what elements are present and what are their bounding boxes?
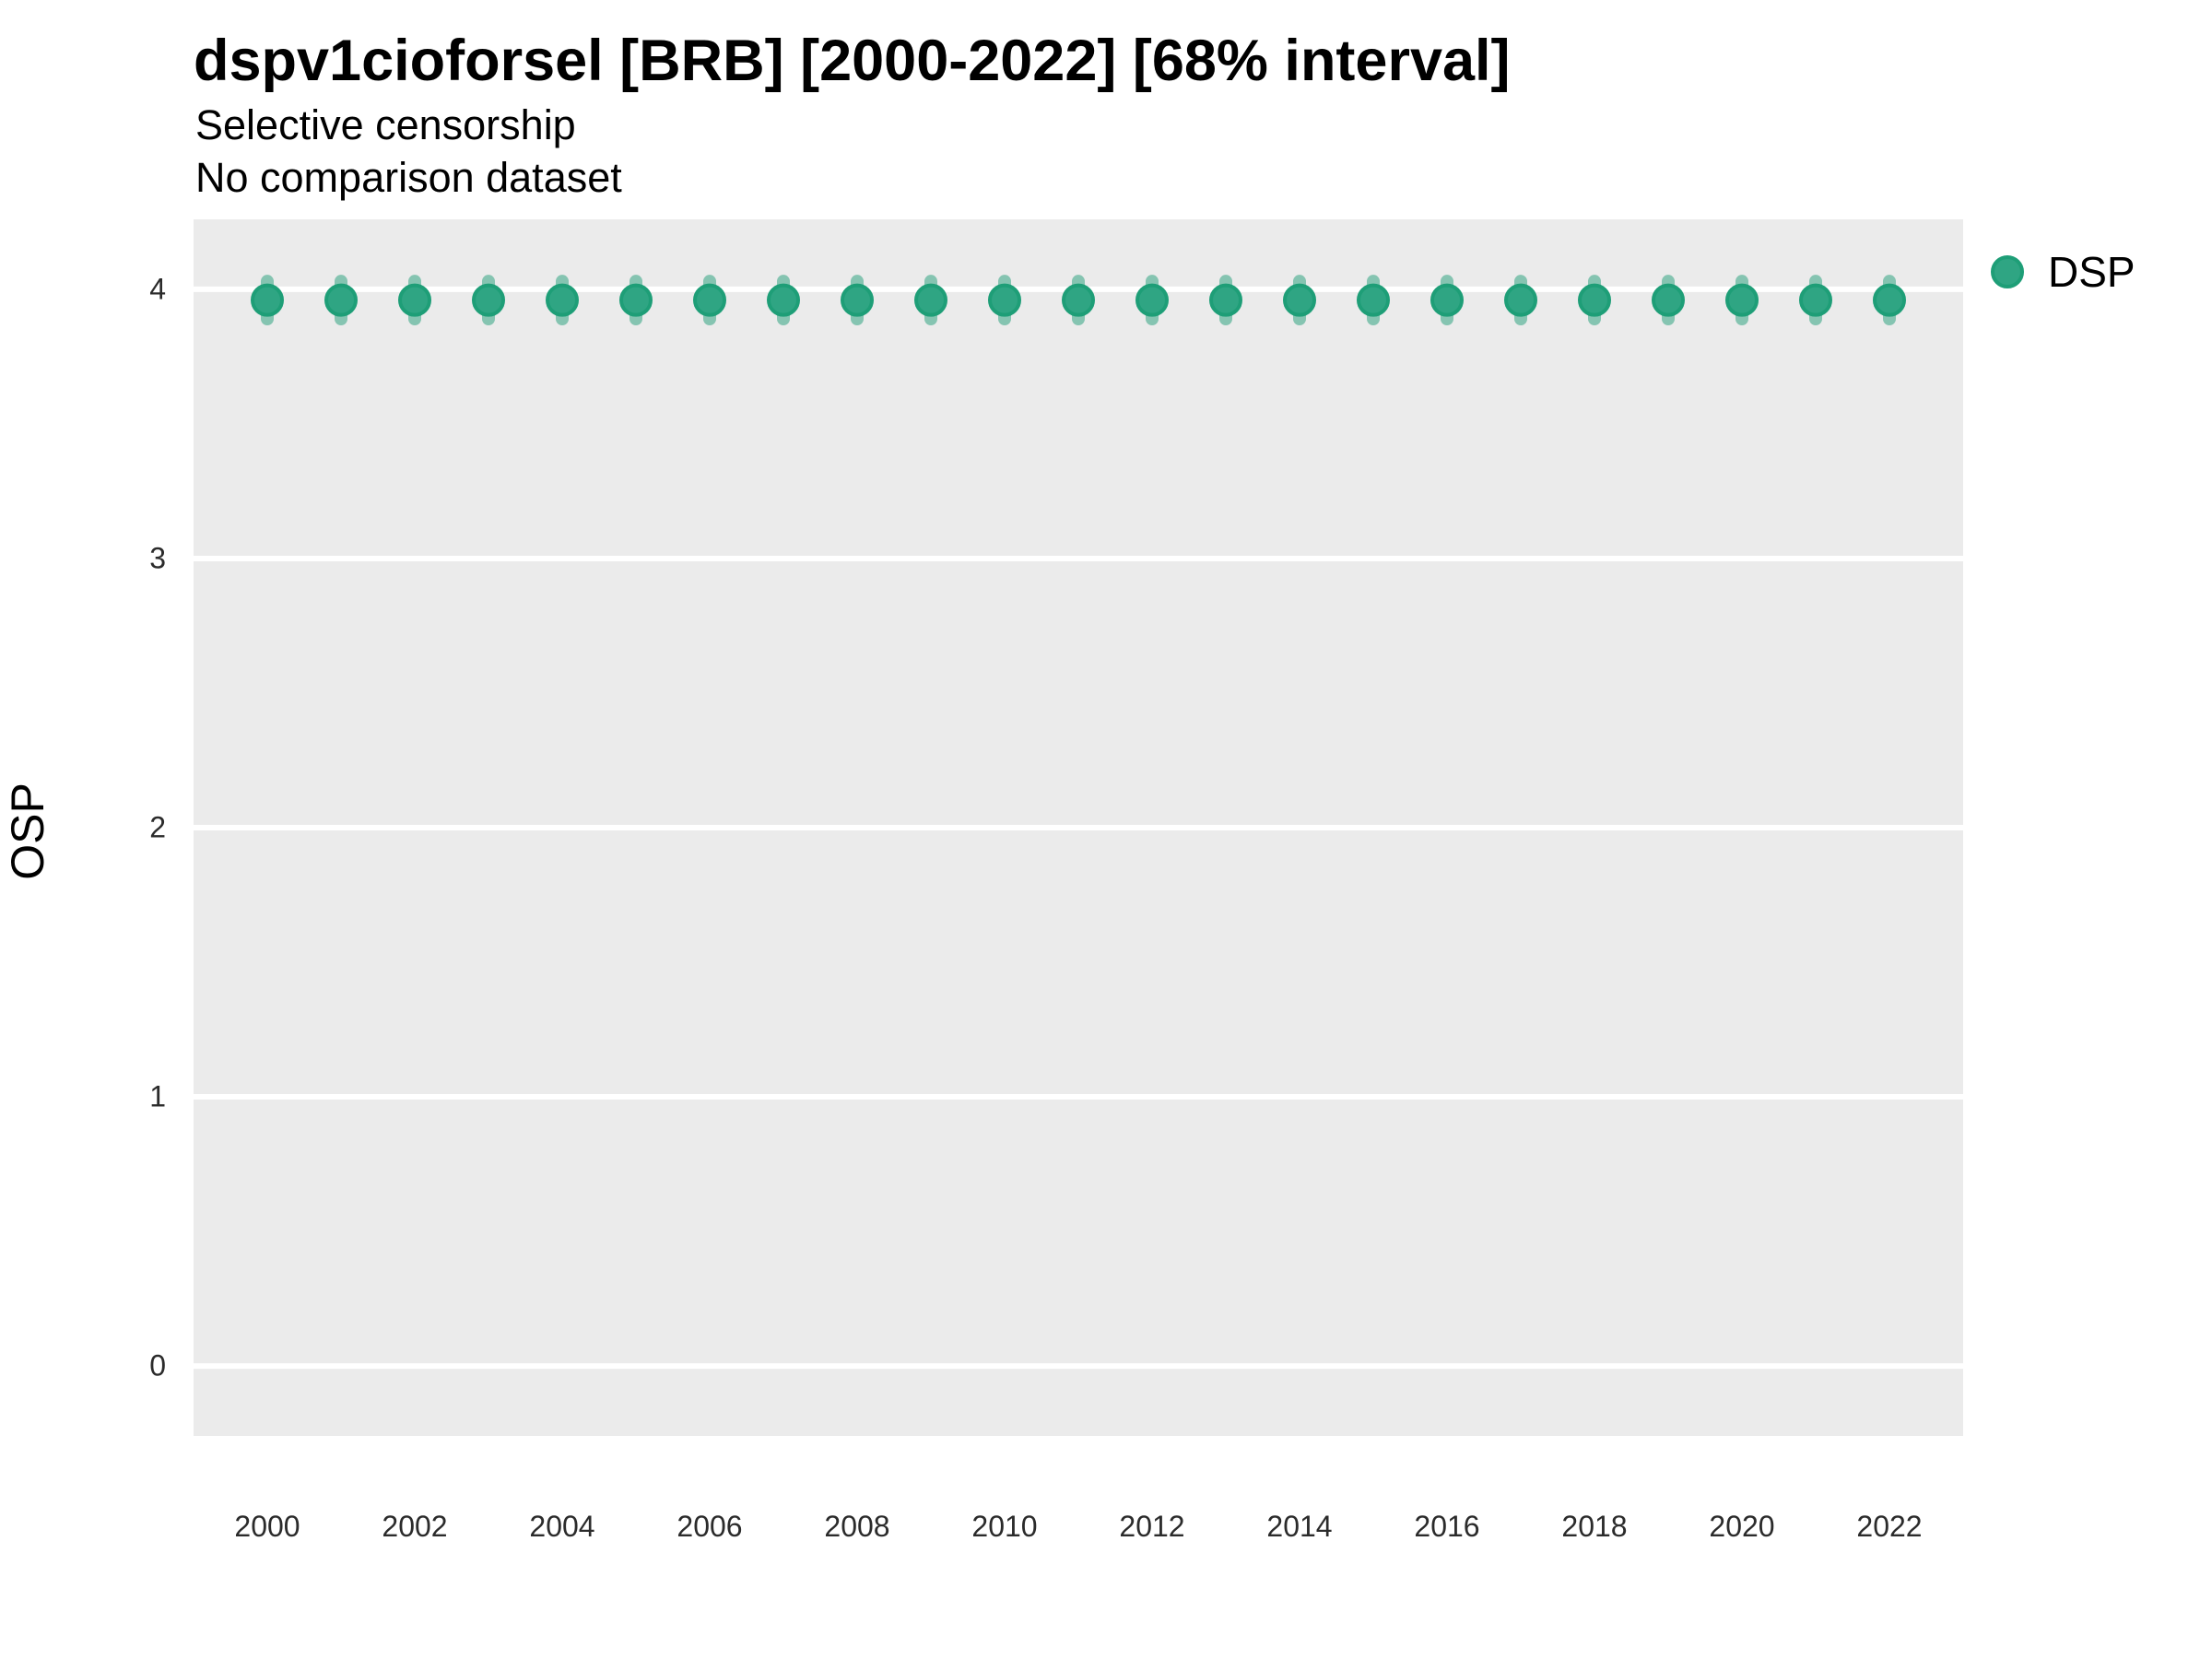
y-tick-label-0: 0: [149, 1348, 166, 1382]
y-tick-label-1: 1: [149, 1079, 166, 1113]
x-tick-label-2016: 2016: [1414, 1510, 1480, 1543]
data-point-2011: [1062, 283, 1095, 317]
x-tick-label-2008: 2008: [824, 1510, 890, 1543]
data-point-2017: [1504, 283, 1537, 317]
data-point-2005: [619, 283, 653, 317]
x-tick-label-2000: 2000: [234, 1510, 300, 1543]
data-point-2009: [914, 283, 947, 317]
chart-subtitle-line1: Selective censorship: [195, 101, 576, 148]
x-tick-label-2022: 2022: [1856, 1510, 1923, 1543]
data-point-2020: [1725, 283, 1759, 317]
data-point-2006: [693, 283, 726, 317]
data-point-2007: [767, 283, 800, 317]
data-point-2000: [251, 283, 284, 317]
x-tick-label-2014: 2014: [1266, 1510, 1333, 1543]
chart-title: dspv1cioforsel [BRB] [2000-2022] [68% in…: [194, 29, 1511, 93]
legend-dsp-label: DSP: [2048, 248, 2136, 296]
data-point-2013: [1209, 283, 1242, 317]
data-point-2001: [324, 283, 358, 317]
data-point-2015: [1357, 283, 1390, 317]
x-tick-label-2018: 2018: [1561, 1510, 1628, 1543]
chart-subtitle-line2: No comparison dataset: [195, 154, 622, 201]
data-point-2010: [988, 283, 1021, 317]
data-point-2004: [546, 283, 579, 317]
x-tick-label-2002: 2002: [382, 1510, 448, 1543]
y-tick-label-4: 4: [149, 272, 166, 306]
data-point-2022: [1873, 283, 1906, 317]
data-point-2014: [1283, 283, 1316, 317]
legend-dsp-dot-icon: [1991, 255, 2024, 288]
x-tick-label-2006: 2006: [677, 1510, 743, 1543]
x-tick-label-2012: 2012: [1119, 1510, 1185, 1543]
data-point-2021: [1799, 283, 1832, 317]
x-tick-label-2010: 2010: [971, 1510, 1038, 1543]
data-point-2019: [1652, 283, 1685, 317]
x-tick-label-2020: 2020: [1709, 1510, 1775, 1543]
x-tick-label-2004: 2004: [529, 1510, 595, 1543]
y-axis-title: OSP: [2, 782, 53, 880]
data-point-2003: [472, 283, 505, 317]
y-tick-label-2: 2: [149, 810, 166, 844]
data-point-2008: [841, 283, 874, 317]
data-point-2002: [398, 283, 431, 317]
data-point-2012: [1135, 283, 1169, 317]
y-tick-label-3: 3: [149, 541, 166, 575]
data-point-2018: [1578, 283, 1611, 317]
legend: DSP: [1991, 247, 2136, 297]
data-point-2016: [1430, 283, 1464, 317]
